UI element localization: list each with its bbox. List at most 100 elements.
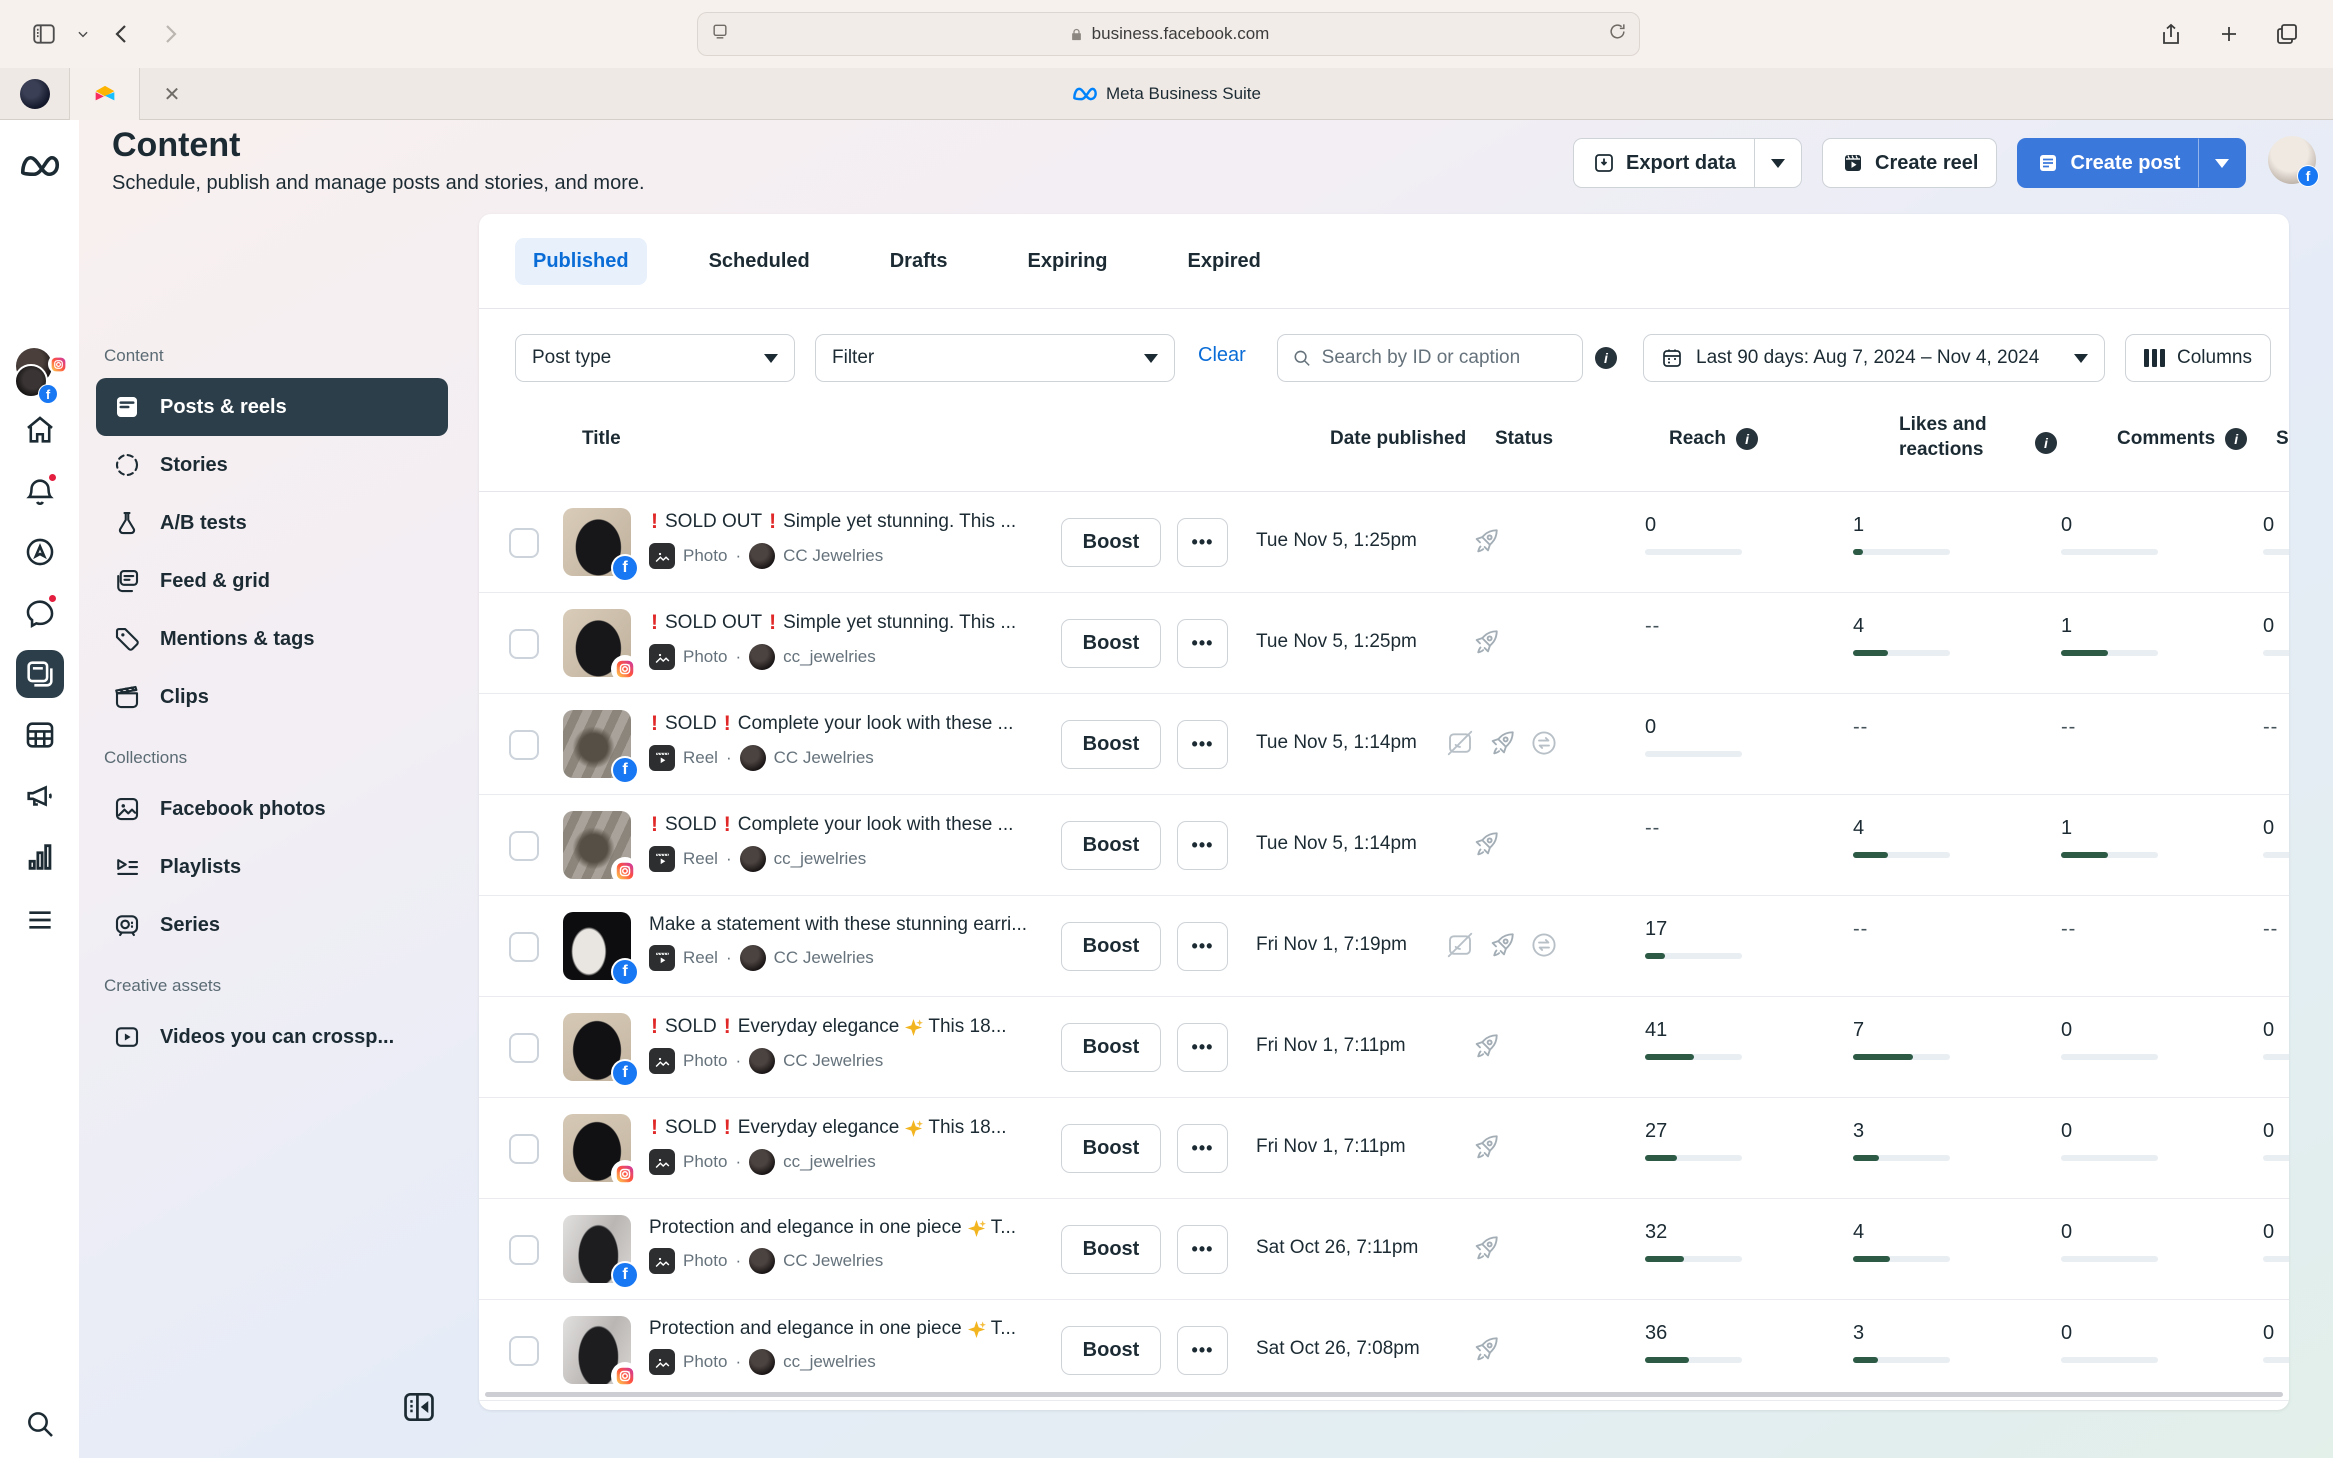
sidebar-item-playlists[interactable]: Playlists bbox=[96, 838, 448, 896]
post-title[interactable]: ! SOLD! Complete your look with these ... bbox=[651, 813, 1014, 836]
reach-info-icon[interactable]: i bbox=[1736, 428, 1759, 450]
boost-status-icon[interactable] bbox=[1471, 1334, 1501, 1369]
sidebar-item-a-b-tests[interactable]: A/B tests bbox=[96, 494, 448, 552]
sidebar-toggle-icon[interactable] bbox=[22, 12, 66, 56]
row-checkbox[interactable] bbox=[509, 1033, 539, 1063]
row-more-button[interactable]: ••• bbox=[1177, 1023, 1228, 1072]
post-title[interactable]: ! SOLD! Everyday elegance This 18... bbox=[651, 1015, 1007, 1038]
row-checkbox[interactable] bbox=[509, 528, 539, 558]
profile-avatar[interactable]: f bbox=[2268, 136, 2319, 187]
sync-status-icon[interactable] bbox=[1529, 728, 1559, 763]
boost-button[interactable]: Boost bbox=[1061, 1124, 1161, 1173]
tabs-overview-icon[interactable] bbox=[2265, 12, 2309, 56]
row-checkbox[interactable] bbox=[509, 629, 539, 659]
rail-search-icon[interactable] bbox=[16, 1400, 64, 1448]
close-tab-icon[interactable]: ✕ bbox=[163, 83, 181, 106]
boost-button[interactable]: Boost bbox=[1061, 922, 1161, 971]
boost-status-icon[interactable] bbox=[1471, 829, 1501, 864]
boost-button[interactable]: Boost bbox=[1061, 619, 1161, 668]
horizontal-scrollbar[interactable] bbox=[485, 1392, 2283, 1397]
address-bar[interactable]: business.facebook.com bbox=[697, 12, 1640, 56]
post-title[interactable]: ! SOLD OUT! Simple yet stunning. This ... bbox=[651, 510, 1017, 533]
reload-icon[interactable] bbox=[1608, 22, 1627, 46]
search-box[interactable] bbox=[1277, 334, 1583, 382]
new-tab-icon[interactable] bbox=[2207, 12, 2251, 56]
tab-scheduled[interactable]: Scheduled bbox=[708, 249, 810, 272]
date-range-select[interactable]: Last 90 days: Aug 7, 2024 – Nov 4, 2024 bbox=[1643, 334, 2105, 382]
back-icon[interactable] bbox=[100, 12, 144, 56]
post-title[interactable]: Protection and elegance in one piece T..… bbox=[649, 1318, 1017, 1339]
row-checkbox[interactable] bbox=[509, 1235, 539, 1265]
forward-icon[interactable] bbox=[148, 12, 192, 56]
row-more-button[interactable]: ••• bbox=[1177, 518, 1228, 567]
post-thumbnail[interactable]: f bbox=[563, 912, 637, 984]
post-thumbnail[interactable] bbox=[563, 609, 637, 681]
rail-ads-manager-icon[interactable] bbox=[16, 528, 64, 576]
col-title[interactable]: Title bbox=[582, 428, 621, 449]
row-more-button[interactable]: ••• bbox=[1177, 1124, 1228, 1173]
comments-info-icon[interactable]: i bbox=[2225, 428, 2248, 450]
row-more-button[interactable]: ••• bbox=[1177, 1326, 1228, 1375]
rail-content-icon[interactable] bbox=[15, 650, 64, 698]
rail-ads-icon[interactable] bbox=[16, 772, 64, 820]
row-checkbox[interactable] bbox=[509, 831, 539, 861]
active-tab[interactable] bbox=[70, 68, 140, 120]
col-shares[interactable]: Shares bbox=[2276, 428, 2289, 449]
reader-icon[interactable] bbox=[710, 22, 730, 47]
rail-all-tools-icon[interactable] bbox=[16, 896, 64, 944]
row-more-button[interactable]: ••• bbox=[1177, 720, 1228, 769]
boost-status-icon[interactable] bbox=[1471, 1132, 1501, 1167]
row-more-button[interactable]: ••• bbox=[1177, 922, 1228, 971]
share-icon[interactable] bbox=[2149, 12, 2193, 56]
tab-expiring[interactable]: Expiring bbox=[1027, 249, 1108, 272]
col-comments[interactable]: Comments i bbox=[2117, 428, 2248, 450]
search-info-icon[interactable]: i bbox=[1595, 347, 1617, 369]
boost-button[interactable]: Boost bbox=[1061, 1023, 1161, 1072]
create-post-caret[interactable] bbox=[2198, 138, 2247, 188]
boost-button[interactable]: Boost bbox=[1061, 720, 1161, 769]
clear-filters-link[interactable]: Clear bbox=[1198, 344, 1246, 366]
sidebar-item-clips[interactable]: Clips bbox=[96, 668, 448, 726]
sidebar-item-mentions-tags[interactable]: Mentions & tags bbox=[96, 610, 448, 668]
row-checkbox[interactable] bbox=[509, 1134, 539, 1164]
post-thumbnail[interactable]: f bbox=[563, 1013, 637, 1085]
likes-info-icon[interactable]: i bbox=[2035, 432, 2057, 454]
rail-planner-icon[interactable] bbox=[16, 711, 64, 759]
boost-button[interactable]: Boost bbox=[1061, 518, 1161, 567]
sidebar-item-facebook-photos[interactable]: Facebook photos bbox=[96, 780, 448, 838]
export-data-caret[interactable] bbox=[1754, 138, 1803, 188]
post-title[interactable]: ! SOLD OUT! Simple yet stunning. This ... bbox=[651, 611, 1017, 634]
boost-button[interactable]: Boost bbox=[1061, 1326, 1161, 1375]
business-avatar[interactable]: f bbox=[14, 348, 68, 404]
row-checkbox[interactable] bbox=[509, 1336, 539, 1366]
tab-published[interactable]: Published bbox=[515, 237, 647, 285]
post-thumbnail[interactable] bbox=[563, 1114, 637, 1186]
rail-notifications-icon[interactable] bbox=[16, 468, 64, 516]
post-thumbnail[interactable]: f bbox=[563, 710, 637, 782]
post-title[interactable]: ! SOLD! Everyday elegance This 18... bbox=[651, 1116, 1007, 1139]
boost-status-icon[interactable] bbox=[1487, 930, 1517, 965]
col-date[interactable]: Date published bbox=[1330, 428, 1467, 449]
row-checkbox[interactable] bbox=[509, 730, 539, 760]
sidebar-item-videos-you-can-crossp[interactable]: Videos you can crossp... bbox=[96, 1008, 448, 1066]
row-more-button[interactable]: ••• bbox=[1177, 1225, 1228, 1274]
post-title[interactable]: Make a statement with these stunning ear… bbox=[649, 914, 1028, 935]
sidebar-item-feed-grid[interactable]: Feed & grid bbox=[96, 552, 448, 610]
collapse-sidebar-icon[interactable] bbox=[400, 1388, 438, 1426]
row-more-button[interactable]: ••• bbox=[1177, 619, 1228, 668]
insights-status-icon[interactable] bbox=[1445, 728, 1475, 763]
columns-button[interactable]: Columns bbox=[2125, 334, 2271, 382]
boost-status-icon[interactable] bbox=[1471, 1233, 1501, 1268]
col-likes[interactable]: Likes and reactions bbox=[1899, 414, 1987, 460]
rail-home-icon[interactable] bbox=[16, 406, 64, 454]
search-input[interactable] bbox=[1321, 347, 1568, 369]
boost-status-icon[interactable] bbox=[1487, 728, 1517, 763]
post-thumbnail[interactable] bbox=[563, 811, 637, 883]
post-thumbnail[interactable] bbox=[563, 1316, 637, 1388]
rail-inbox-icon[interactable] bbox=[16, 589, 64, 637]
tab-drafts[interactable]: Drafts bbox=[889, 249, 948, 272]
create-reel-button[interactable]: Create reel bbox=[1822, 138, 1998, 188]
post-thumbnail[interactable]: f bbox=[563, 508, 637, 580]
row-checkbox[interactable] bbox=[509, 932, 539, 962]
chevron-down-icon[interactable] bbox=[70, 12, 96, 56]
